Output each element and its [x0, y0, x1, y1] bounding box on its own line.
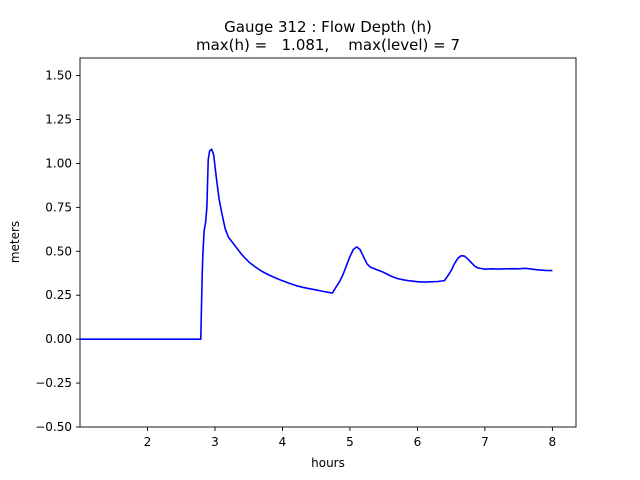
y-axis-ticks: −0.50 −0.25 0.00 0.25 0.50 0.75 1.00 1.25 1.50: [35, 69, 80, 434]
x-tick-label: 6: [414, 435, 422, 449]
y-tick-label: 1.25: [45, 113, 72, 127]
x-tick-label: 4: [279, 435, 287, 449]
x-tick-label: 2: [144, 435, 152, 449]
x-tick-label: 5: [346, 435, 354, 449]
y-tick-label: 1.00: [45, 156, 72, 170]
plot-area: [79, 57, 577, 428]
x-axis-ticks: 2 3 4 5 6 7 8: [144, 427, 557, 449]
y-tick-label: 1.50: [45, 69, 72, 83]
y-tick-label: 0.50: [45, 244, 72, 258]
y-tick-label: 0.75: [45, 200, 72, 214]
y-axis-label: meters: [8, 221, 22, 263]
x-tick-label: 7: [481, 435, 489, 449]
chart-title-line2: max(h) = 1.081, max(level) = 7: [196, 36, 460, 54]
x-tick-label: 8: [549, 435, 557, 449]
plot-frame: [79, 57, 577, 428]
flow-depth-line: [80, 148, 553, 340]
y-tick-label: 0.00: [45, 332, 72, 346]
y-tick-label: −0.25: [35, 376, 72, 390]
x-tick-label: 3: [211, 435, 219, 449]
y-tick-label: −0.50: [35, 420, 72, 434]
y-tick-label: 0.25: [45, 288, 72, 302]
x-axis-label: hours: [311, 456, 345, 470]
chart-title-line1: Gauge 312 : Flow Depth (h): [224, 18, 432, 36]
